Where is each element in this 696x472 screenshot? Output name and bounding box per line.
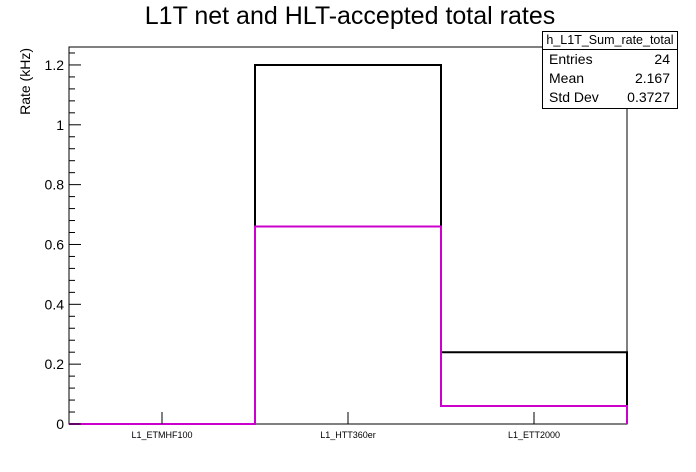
histogram-bin <box>255 65 441 424</box>
stats-histogram-name: h_L1T_Sum_rate_total <box>543 32 677 50</box>
stats-row-mean: Mean 2.167 <box>543 69 677 88</box>
histogram-series <box>69 63 628 425</box>
x-axis-categories: L1_ETMHF100 L1_HTT360er L1_ETT2000 <box>131 412 560 440</box>
stats-label: Mean <box>549 70 585 86</box>
histogram-bin <box>255 227 441 424</box>
x-category-label: L1_ETMHF100 <box>131 430 192 440</box>
stats-label: Std Dev <box>549 89 599 105</box>
y-tick-label: 1 <box>56 117 64 133</box>
chart-title: L1T net and HLT-accepted total rates <box>145 2 555 30</box>
stats-value: 2.167 <box>634 70 670 86</box>
stats-value: 24 <box>654 51 670 67</box>
histogram-step-line <box>69 225 628 425</box>
x-category-label: L1_ETT2000 <box>508 430 560 440</box>
y-tick-label: 0.6 <box>45 236 65 252</box>
stats-row-entries: Entries 24 <box>543 50 677 69</box>
histogram-series-1 <box>69 225 628 425</box>
y-axis-label: Rate (kHz) <box>17 48 33 115</box>
y-tick-label: 0.4 <box>45 296 65 312</box>
stats-value: 0.3727 <box>627 89 670 105</box>
stats-label: Entries <box>549 51 593 67</box>
x-category-label: L1_HTT360er <box>320 430 376 440</box>
y-tick-label: 0.2 <box>45 356 65 372</box>
histogram-series-0 <box>69 63 628 425</box>
stats-box: h_L1T_Sum_rate_total Entries 24 Mean 2.1… <box>542 31 678 109</box>
y-tick-label: 0.8 <box>45 177 65 193</box>
y-tick-label: 1.2 <box>45 57 65 73</box>
histogram-step-line <box>69 63 628 425</box>
y-axis-ticks: 0 0.2 0.4 0.6 0.8 1 1.2 <box>45 52 81 432</box>
y-tick-label: 0 <box>56 416 64 432</box>
stats-row-stddev: Std Dev 0.3727 <box>543 88 677 107</box>
